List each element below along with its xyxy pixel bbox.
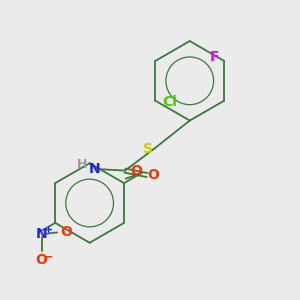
Text: O: O (131, 164, 142, 178)
Text: Cl: Cl (162, 95, 177, 109)
Text: +: + (44, 225, 53, 236)
Text: H: H (77, 158, 88, 171)
Text: −: − (43, 251, 53, 264)
Text: O: O (148, 168, 160, 182)
Text: O: O (60, 225, 72, 239)
Text: N: N (88, 162, 100, 176)
Text: O: O (36, 253, 47, 267)
Text: S: S (143, 142, 153, 156)
Text: N: N (36, 227, 47, 241)
Text: F: F (210, 50, 219, 64)
